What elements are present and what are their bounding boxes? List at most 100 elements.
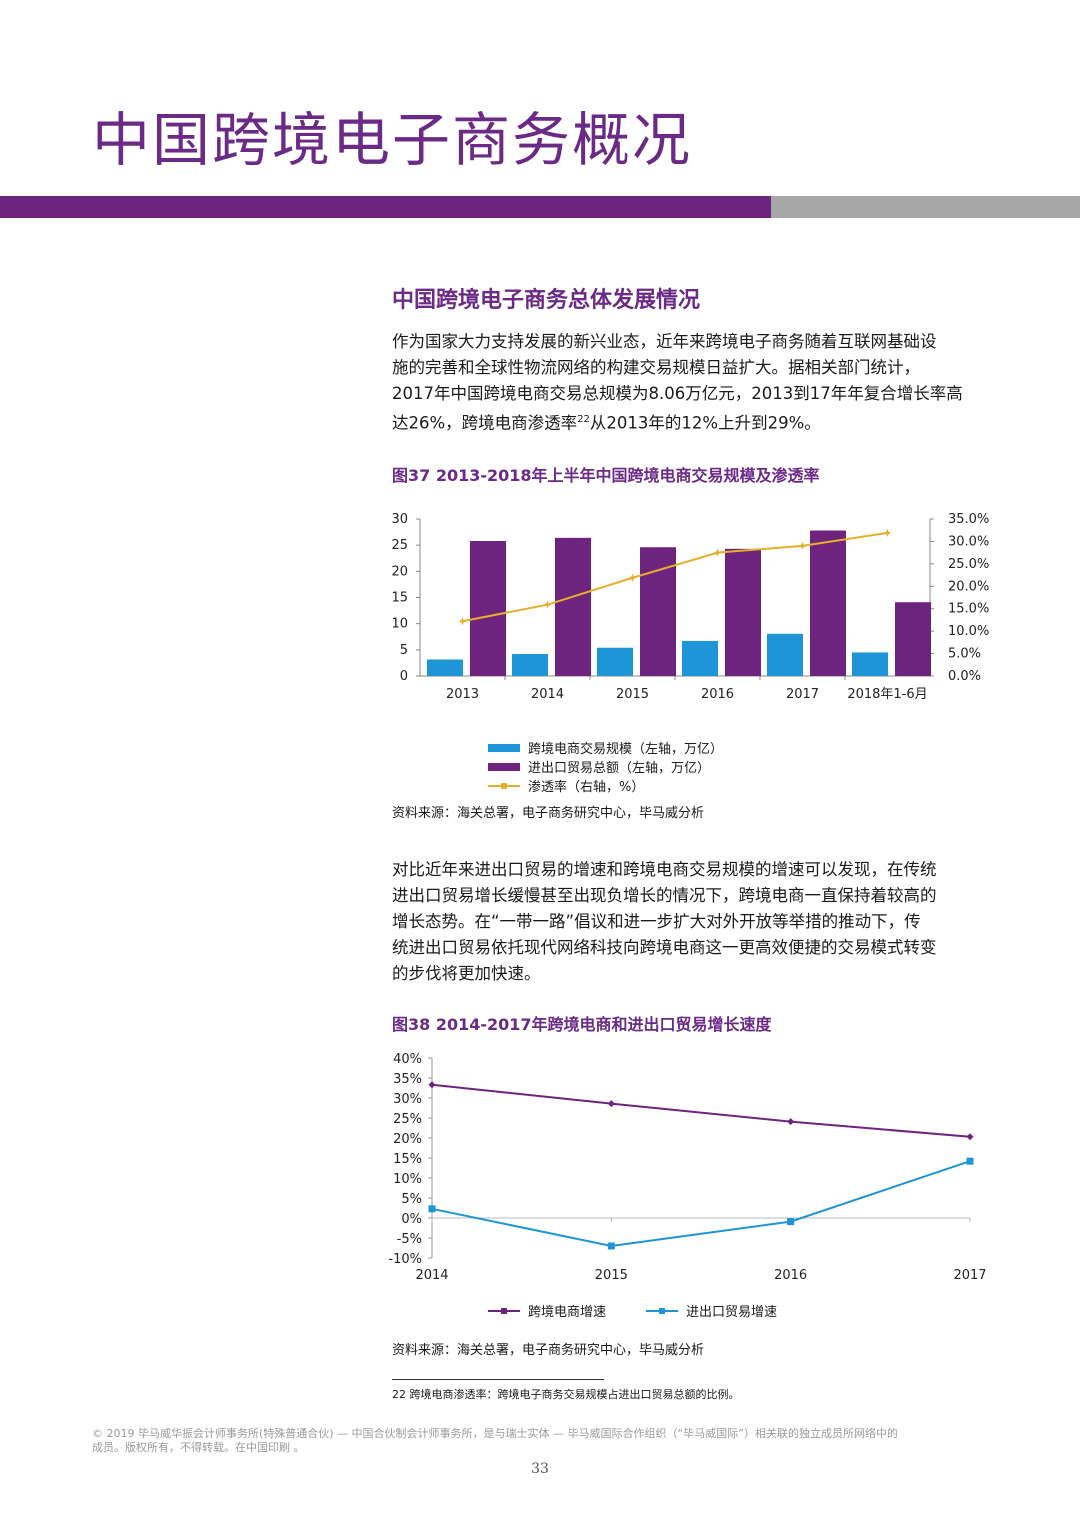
y-tick-label: 30% [393,1092,422,1107]
figure-37-chart: 0 5 10 15 20 25 30 0.0% 5.0% 10.0% 15.0% 20.0% 25.0%… [391,512,989,702]
series-point [966,1133,974,1141]
paragraph-line: 作为国家大力支持发展的新兴业态，近年来跨境电子商务随着互联网基础设 [392,332,937,351]
legend-swatch-line [488,781,520,791]
right-tick-label: 15.0% [948,602,989,617]
penetration-rate-point [883,528,892,537]
series-point [428,1205,436,1213]
paragraph-line: 增长态势。在“一带一路”倡议和进一步扩大对外开放等举措的推动下，传 [392,912,921,931]
figure-37-legend: 跨境电商交易规模（左轴，万亿） 进出口贸易总额（左轴，万亿） 渗透率（右轴，%） [488,738,723,795]
bar-cross-border-ecommerce [427,659,463,676]
legend-label: 进出口贸易总额（左轴，万亿） [528,761,711,776]
left-tick-label: 15 [391,591,408,606]
y-tick-label: -10% [388,1252,422,1267]
footnote-divider [392,1379,604,1380]
y-tick-label: 0% [401,1212,422,1227]
legend-label: 渗透率（右轴，%） [528,780,645,795]
bar-cross-border-ecommerce [682,640,718,676]
page-title: 中国跨境电子商务概况 [92,106,693,174]
penetration-rate-point [543,600,552,609]
bar-total-trade [555,537,591,676]
right-tick-label: 0.0% [948,669,981,684]
paragraph-line: 的步伐将更加快速。 [392,964,541,983]
right-tick-label: 35.0% [948,512,989,527]
paragraph-line: 施的完善和全球性物流网络的构建交易规模日益扩大。据相关部门统计， [392,358,920,377]
copyright-notice: © 2019 毕马威华振会计师事务所(特殊普通合伙) — 中国合伙制会计师事务所… [92,1427,992,1455]
series-point [607,1100,615,1108]
paragraph-line: 对比近年来进出口贸易的增速和跨境电商交易规模的增速可以发现，在传统 [392,860,937,879]
bar-cross-border-ecommerce [597,647,633,676]
legend-label: 跨境电商交易规模（左轴，万亿） [528,742,724,757]
x-tick-label: 2016 [774,1268,807,1283]
series-line [431,1160,971,1248]
penetration-rate-point [458,617,467,626]
series-point [966,1157,974,1165]
left-tick-label: 0 [400,669,408,684]
page-number: 33 [531,1461,549,1477]
footnote-ref[interactable]: 22 [577,414,590,425]
y-tick-label: 40% [393,1052,422,1067]
paragraph-line: 2017年中国跨境电商交易总规模为8.06万亿元，2013到17年年复合增长率高 [392,384,963,403]
legend-item: 进出口贸易增速 [646,1301,777,1320]
right-tick-label: 10.0% [948,624,989,639]
x-tick-label: 2017 [953,1268,986,1283]
series-point [787,1118,795,1126]
y-tick-label: 35% [393,1072,422,1087]
legend-swatch-blue-line [646,1306,679,1316]
figure-38-chart: -10% -5% 0% 5% 10% 15% 20% 25% 30% 35% 40% 2014 2015… [388,1052,986,1283]
paragraph-line: 统进出口贸易依托现代网络科技向跨境电商这一更高效便捷的交易模式转变 [392,938,937,957]
legend-label: 进出口贸易增速 [686,1305,778,1320]
legend-item: 渗透率（右轴，%） [488,776,723,795]
legend-item: 跨境电商交易规模（左轴，万亿） [488,738,723,757]
x-tick-label: 2018年1-6月 [847,687,927,702]
bar-cross-border-ecommerce [767,633,803,676]
right-tick-label: 30.0% [948,534,989,549]
legend-swatch-purple-line [488,1306,520,1316]
y-tick-label: 20% [393,1132,422,1147]
bar-cross-border-ecommerce [512,654,548,676]
bar-total-trade [810,530,846,676]
paragraph-text: 从2013年的12%上升到29%。 [589,413,821,433]
figure-38-title: 图38 2014-2017年跨境电商和进出口贸易增长速度 [392,1015,772,1034]
paragraph-text: 达26%，跨境电商渗透率 [392,413,578,433]
legend-label: 跨境电商增速 [528,1305,607,1320]
series-line [431,1083,971,1138]
bar-total-trade [895,602,931,676]
left-tick-label: 10 [391,617,408,632]
series-point [607,1242,615,1250]
copyright-line: © 2019 毕马威华振会计师事务所(特殊普通合伙) — 中国合伙制会计师事务所… [92,1427,898,1440]
penetration-rate-point [628,573,637,582]
x-tick-label: 2015 [595,1268,628,1283]
x-tick-label: 2016 [701,687,734,702]
y-tick-label: 15% [393,1152,422,1167]
intro-paragraph: 作为国家大力支持发展的新兴业态，近年来跨境电子商务随着互联网基础设 施的完善和全… [392,329,992,437]
right-tick-label: 5.0% [948,647,981,662]
bar-total-trade [470,540,506,676]
x-tick-label: 2013 [446,687,479,702]
y-tick-label: 10% [393,1172,422,1187]
legend-swatch-purple [488,762,520,771]
bar-total-trade [725,548,761,676]
right-tick-label: 25.0% [948,557,989,572]
penetration-rate-line [462,531,888,623]
x-tick-label: 2017 [786,687,819,702]
figure-38-source: 资料来源：海关总署，电子商务研究中心，毕马威分析 [392,1343,705,1358]
x-tick-label: 2014 [531,687,564,702]
series-point [428,1081,436,1089]
analysis-paragraph: 对比近年来进出口贸易的增速和跨境电商交易规模的增速可以发现，在传统 进出口贸易增… [392,857,992,987]
y-tick-label: 25% [393,1112,422,1127]
header-band-gray [771,196,1080,218]
bar-cross-border-ecommerce [852,652,888,676]
header-band-purple [0,196,771,218]
copyright-line: 成员。版权所有，不得转载。在中国印刷 。 [92,1441,305,1454]
legend-swatch-blue [488,743,520,752]
paragraph-line: 达26%，跨境电商渗透率22从2013年的12%上升到29%。 [392,407,992,437]
footnote: 22 跨境电商渗透率：跨境电子商务交易规模占进出口贸易总额的比例。 [392,1388,740,1401]
left-tick-label: 30 [391,512,408,527]
y-tick-label: 5% [401,1192,422,1207]
legend-item: 进出口贸易总额（左轴，万亿） [488,757,723,776]
bar-total-trade [640,547,676,676]
x-tick-label: 2015 [616,687,649,702]
section-heading: 中国跨境电子商务总体发展情况 [392,288,701,313]
paragraph-line: 进出口贸易增长缓慢甚至出现负增长的情况下，跨境电商一直保持着较高的 [392,886,937,905]
penetration-rate-point [713,548,722,557]
